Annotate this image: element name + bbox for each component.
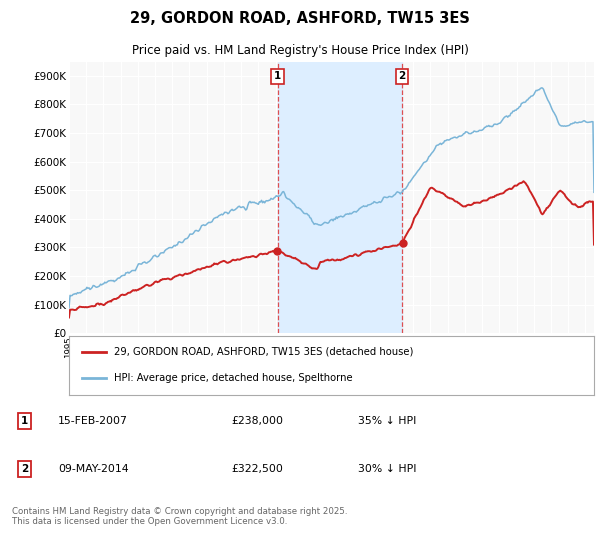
Text: £322,500: £322,500: [231, 464, 283, 474]
Text: 30% ↓ HPI: 30% ↓ HPI: [358, 464, 416, 474]
Text: 09-MAY-2014: 09-MAY-2014: [58, 464, 129, 474]
Bar: [278, 62, 402, 333]
Text: 29, GORDON ROAD, ASHFORD, TW15 3ES: 29, GORDON ROAD, ASHFORD, TW15 3ES: [130, 11, 470, 26]
Text: 2: 2: [398, 71, 406, 81]
Text: 29, GORDON ROAD, ASHFORD, TW15 3ES (detached house): 29, GORDON ROAD, ASHFORD, TW15 3ES (deta…: [113, 347, 413, 357]
Text: Price paid vs. HM Land Registry's House Price Index (HPI): Price paid vs. HM Land Registry's House …: [131, 44, 469, 57]
Text: 1: 1: [20, 416, 28, 426]
Text: Contains HM Land Registry data © Crown copyright and database right 2025.
This d: Contains HM Land Registry data © Crown c…: [12, 507, 347, 526]
Text: 1: 1: [274, 71, 281, 81]
Text: HPI: Average price, detached house, Spelthorne: HPI: Average price, detached house, Spel…: [113, 374, 352, 384]
Text: £238,000: £238,000: [231, 416, 283, 426]
Text: 2: 2: [20, 464, 28, 474]
Text: 35% ↓ HPI: 35% ↓ HPI: [358, 416, 416, 426]
Text: 15-FEB-2007: 15-FEB-2007: [58, 416, 128, 426]
